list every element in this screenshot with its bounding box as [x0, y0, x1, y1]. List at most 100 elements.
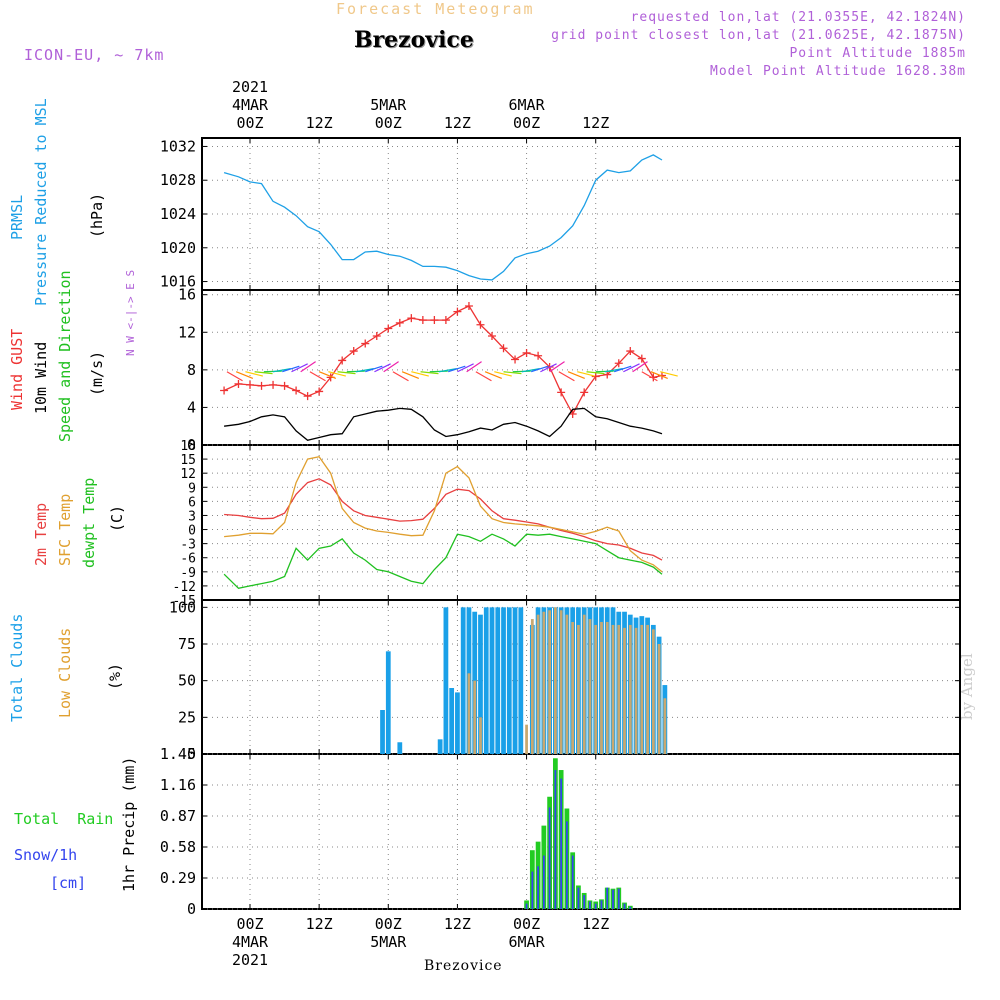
- snow-bar: [537, 866, 539, 909]
- ytick-label-temperature: 12: [180, 467, 196, 482]
- total-cloud-bar: [501, 607, 506, 754]
- panel-frame-precip: [201, 753, 961, 910]
- wind-direction-arrow: [383, 361, 399, 373]
- total-cloud-bar: [380, 710, 385, 754]
- wind-direction-arrow: [355, 368, 374, 373]
- low-cloud-bar: [542, 611, 546, 754]
- wind-gust-marker: [234, 379, 243, 388]
- temp-2m-line: [224, 478, 663, 561]
- snow-bar: [525, 903, 528, 909]
- wind-gust-marker: [476, 320, 485, 329]
- total-cloud-bar: [512, 607, 518, 754]
- wind-gust-line: [223, 305, 663, 416]
- total-cloud-bar: [449, 688, 455, 754]
- wind-gust-marker: [626, 347, 635, 356]
- wind-direction-arrow: [577, 371, 595, 377]
- low-cloud-bar: [577, 624, 580, 754]
- low-cloud-bar: [536, 614, 540, 754]
- wind-direction-arrow: [318, 371, 337, 380]
- wind-gust-marker: [372, 332, 381, 341]
- ytick-label-wind: 16: [178, 286, 196, 304]
- wind-gust-marker: [441, 316, 450, 325]
- ytick-label-clouds: 100: [169, 598, 196, 616]
- wind-direction-arrow: [411, 371, 429, 377]
- ytick-label-temperature: 6: [188, 495, 196, 510]
- ytick-label-temperature: -6: [180, 552, 196, 567]
- ytick-label-precip: 0.29: [160, 869, 196, 887]
- wind-direction-arrow: [374, 363, 391, 373]
- wind-gust-marker: [464, 301, 473, 310]
- low-cloud-bar: [559, 610, 563, 754]
- low-cloud-bar: [623, 627, 626, 754]
- wind-direction-arrow: [392, 371, 409, 382]
- panel-frame-clouds: [201, 599, 961, 755]
- ytick-label-temperature: -12: [173, 580, 196, 595]
- wind-gust-marker: [257, 381, 266, 390]
- top-hour-label: 12Z: [582, 114, 609, 132]
- wind-direction-arrow: [438, 368, 457, 373]
- bottom-hour-label: 00Z: [375, 915, 402, 933]
- snow-bar: [542, 855, 545, 909]
- wind-direction-arrow: [365, 365, 383, 373]
- wind-direction-arrow: [540, 363, 557, 373]
- total-cloud-bar: [495, 607, 501, 754]
- ytick-label-precip: 0.87: [160, 807, 196, 825]
- snow-bar: [612, 889, 614, 909]
- ytick-label-pressure: 1020: [160, 239, 196, 257]
- low-cloud-bar: [617, 624, 621, 754]
- top-hour-label: 00Z: [513, 114, 540, 132]
- wind-gust-marker: [269, 380, 278, 389]
- ytick-label-wind: 12: [178, 323, 196, 341]
- wind-gust-marker: [534, 351, 543, 360]
- low-cloud-bar: [525, 724, 528, 754]
- ytick-label-temperature: -15: [173, 594, 196, 609]
- wind-gust-marker: [430, 316, 439, 325]
- wind-direction-arrow: [401, 371, 420, 380]
- low-cloud-bar: [605, 622, 609, 754]
- snow-bar: [589, 901, 591, 909]
- total-cloud-bar: [443, 607, 449, 754]
- wind-direction-arrow: [530, 365, 549, 373]
- wind-direction-arrow: [420, 371, 439, 375]
- ytick-label-temperature: 9: [188, 481, 196, 496]
- bottom-date-label: 6MAR: [509, 933, 546, 951]
- ytick-label-temperature: 3: [188, 509, 196, 524]
- ytick-label-precip: 1.45: [160, 745, 196, 763]
- total-cloud-bar: [385, 651, 391, 754]
- total-cloud-bar: [478, 614, 483, 754]
- wind-direction-arrow: [604, 368, 623, 373]
- ytick-label-clouds: 75: [178, 635, 196, 653]
- wind-direction-arrow: [457, 363, 474, 373]
- wind-gust-marker: [384, 324, 393, 333]
- top-hour-label: 12Z: [306, 114, 333, 132]
- snow-bar: [571, 855, 574, 909]
- top-year-label: 2021: [232, 78, 268, 96]
- panel-frame-temperature: [201, 444, 961, 601]
- wind-gust-marker: [580, 388, 589, 397]
- low-cloud-bar: [628, 624, 632, 754]
- low-cloud-bar: [548, 610, 551, 754]
- top-date-label: 5MAR: [370, 96, 407, 114]
- ytick-label-precip: 0: [187, 900, 196, 918]
- wind-direction-arrow: [503, 371, 522, 375]
- ytick-label-pressure: 1016: [160, 273, 196, 291]
- low-cloud-bar: [611, 624, 615, 754]
- wind-gust-marker: [303, 392, 312, 401]
- wind-gust-marker: [315, 387, 324, 396]
- total-cloud-bar: [460, 607, 466, 754]
- legend-snow-unit: [cm]: [50, 874, 87, 892]
- wind-direction-arrow: [558, 371, 575, 382]
- ytick-label-pressure: 1028: [160, 171, 196, 189]
- wind-direction-arrow: [226, 371, 243, 382]
- low-cloud-bar: [651, 629, 655, 754]
- snow-bar: [600, 900, 603, 909]
- meteogram-title: Forecast Meteogram: [336, 0, 535, 18]
- temp-sfc-line: [224, 455, 663, 573]
- wind-gust-marker: [349, 347, 358, 356]
- point-altitude: Point Altitude 1885m: [789, 46, 966, 61]
- snow-bar: [606, 887, 609, 909]
- ytick-label-temperature: -9: [180, 566, 196, 581]
- wind-direction-arrow: [567, 371, 585, 380]
- low-cloud-bar: [467, 673, 471, 754]
